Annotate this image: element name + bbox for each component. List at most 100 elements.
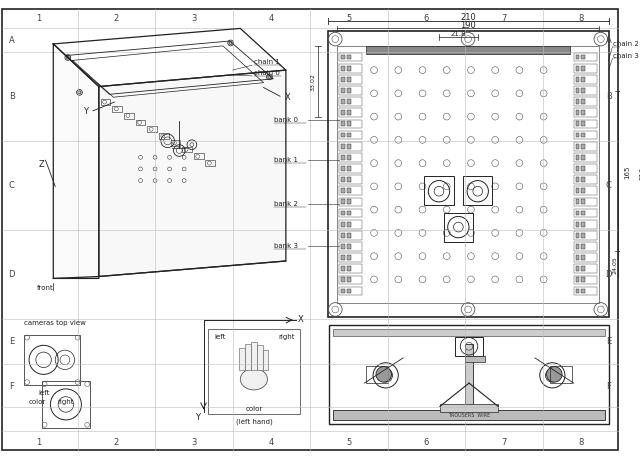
- Bar: [581, 233, 586, 238]
- Bar: [347, 122, 351, 126]
- Bar: [339, 275, 362, 284]
- Text: B: B: [605, 92, 611, 101]
- Bar: [347, 55, 351, 59]
- Bar: [573, 108, 597, 117]
- Bar: [573, 97, 597, 106]
- Text: bank 3: bank 3: [275, 243, 298, 249]
- Circle shape: [77, 90, 83, 95]
- Bar: [341, 144, 345, 149]
- Text: Y: Y: [83, 107, 88, 116]
- Bar: [573, 275, 597, 284]
- Bar: [341, 266, 345, 271]
- Bar: [339, 197, 362, 206]
- Bar: [573, 153, 597, 162]
- Bar: [347, 289, 351, 293]
- Bar: [339, 153, 362, 162]
- Bar: [239, 348, 245, 369]
- Text: left: left: [214, 334, 225, 340]
- Bar: [341, 188, 345, 193]
- Bar: [581, 177, 586, 182]
- Text: B: B: [9, 92, 15, 101]
- Bar: [573, 175, 597, 184]
- Bar: [194, 153, 204, 159]
- Text: Z: Z: [39, 160, 45, 168]
- Bar: [573, 197, 597, 206]
- Bar: [100, 99, 111, 105]
- Bar: [581, 133, 586, 137]
- Bar: [347, 99, 351, 104]
- Bar: [575, 110, 579, 115]
- Text: 3: 3: [191, 438, 196, 447]
- Bar: [575, 144, 579, 149]
- Text: bank 0: bank 0: [275, 118, 298, 123]
- Bar: [341, 55, 345, 59]
- Bar: [573, 220, 597, 229]
- Bar: [575, 66, 579, 71]
- Bar: [341, 289, 345, 293]
- Bar: [328, 31, 609, 317]
- Text: 210: 210: [460, 13, 476, 22]
- Bar: [463, 176, 492, 205]
- Bar: [347, 255, 351, 260]
- Bar: [347, 211, 351, 215]
- Bar: [575, 255, 579, 260]
- Bar: [347, 266, 351, 271]
- Bar: [581, 110, 586, 115]
- Bar: [347, 244, 351, 249]
- Bar: [573, 131, 597, 140]
- Text: 1: 1: [36, 14, 42, 23]
- Text: color: color: [29, 399, 46, 405]
- Ellipse shape: [241, 369, 268, 390]
- Bar: [341, 211, 345, 215]
- Bar: [575, 55, 579, 59]
- Text: 2: 2: [114, 14, 119, 23]
- Text: 2: 2: [114, 438, 119, 447]
- Bar: [170, 140, 180, 146]
- Bar: [581, 255, 586, 260]
- Bar: [575, 133, 579, 137]
- Bar: [341, 155, 345, 160]
- Bar: [573, 142, 597, 151]
- Bar: [339, 64, 362, 73]
- Text: 21.8: 21.8: [451, 31, 466, 37]
- Bar: [575, 122, 579, 126]
- Bar: [573, 119, 597, 128]
- Text: E: E: [9, 337, 14, 346]
- Bar: [147, 126, 157, 132]
- Bar: [347, 133, 351, 137]
- Text: D: D: [605, 270, 612, 279]
- Circle shape: [266, 74, 272, 80]
- Bar: [573, 75, 597, 84]
- Bar: [581, 188, 586, 193]
- Bar: [456, 336, 483, 356]
- Bar: [347, 233, 351, 238]
- Bar: [262, 350, 268, 369]
- Bar: [366, 46, 570, 54]
- Bar: [339, 264, 362, 273]
- Bar: [337, 46, 599, 302]
- Bar: [581, 55, 586, 59]
- Bar: [339, 220, 362, 229]
- Bar: [573, 209, 597, 218]
- Text: C: C: [605, 181, 611, 190]
- Bar: [113, 106, 122, 112]
- Bar: [24, 335, 81, 385]
- Bar: [339, 253, 362, 262]
- Bar: [581, 289, 586, 293]
- Bar: [581, 122, 586, 126]
- Bar: [573, 242, 597, 251]
- Text: 33.02: 33.02: [311, 73, 316, 91]
- Bar: [341, 88, 345, 93]
- Bar: [347, 110, 351, 115]
- Bar: [573, 186, 597, 195]
- Bar: [581, 144, 586, 149]
- Bar: [575, 266, 579, 271]
- Bar: [257, 345, 262, 369]
- Bar: [339, 164, 362, 173]
- Bar: [341, 99, 345, 104]
- Bar: [581, 66, 586, 71]
- Text: color: color: [245, 406, 262, 412]
- Bar: [575, 200, 579, 204]
- Bar: [575, 166, 579, 171]
- Bar: [465, 344, 473, 409]
